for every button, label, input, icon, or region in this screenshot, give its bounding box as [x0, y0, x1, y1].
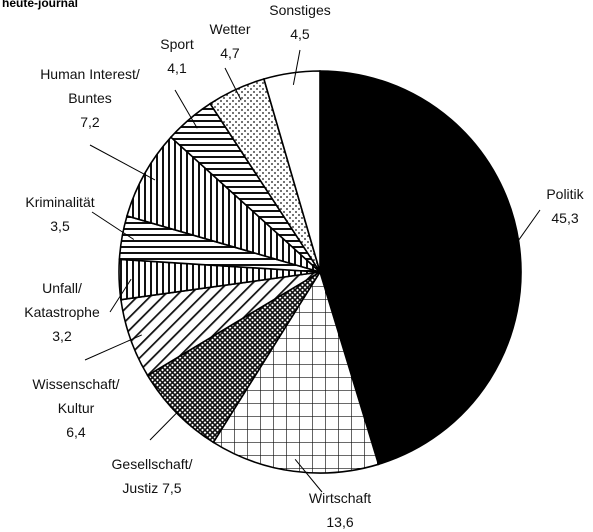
category-label: Wissenschaft/ Kultur [32, 376, 120, 416]
leader-line [149, 404, 186, 441]
slice-label: Human Interest/ Buntes 7,2 [40, 62, 140, 134]
pie-slice [212, 270, 380, 474]
value-label: 4,7 [220, 45, 240, 61]
slice-label: Politik 45,3 [546, 182, 583, 230]
pie-slice [262, 70, 321, 273]
leader-line [224, 67, 242, 101]
slice-label: Sonstiges 4,5 [269, 0, 330, 46]
category-label: Kriminalität [25, 194, 95, 210]
slice-label: Wetter 4,7 [210, 17, 251, 65]
leader-line [174, 89, 198, 129]
leader-line [294, 459, 323, 493]
value-label: 3,5 [50, 218, 70, 234]
category-label: Human Interest/ Buntes [40, 66, 140, 106]
pie-slice [319, 70, 522, 466]
category-label: Unfall/ Katastrophe [24, 280, 100, 320]
slice-label: Kriminalität 3,5 [25, 190, 94, 238]
slice-label: Wirtschaft 13,6 [309, 486, 371, 532]
leader-line [89, 144, 156, 181]
value-label: 4,5 [290, 26, 310, 42]
slice-label: Wissenschaft/ Kultur 6,4 [32, 372, 119, 444]
slice-label: Gesellschaft/ Justiz 7,5 [112, 452, 193, 500]
category-label: Sport [160, 36, 194, 52]
category-label: Wetter [209, 21, 251, 37]
value-label: 6,4 [66, 424, 86, 440]
category-label: Sonstiges [269, 2, 331, 18]
category-label: Politik [546, 186, 584, 202]
value-label: 7,5 [162, 480, 182, 496]
chart-title: heute-journal [2, 0, 79, 10]
leader-line [292, 49, 301, 85]
leader-line [91, 211, 135, 240]
leader-line [516, 209, 541, 244]
category-label: Wirtschaft [308, 490, 372, 506]
value-label: 13,6 [326, 514, 354, 530]
value-label: 7,2 [80, 114, 100, 130]
category-label: Gesellschaft/ Justiz [111, 456, 193, 496]
slice-label: Sport 4,1 [160, 32, 193, 80]
value-label: 4,1 [167, 60, 187, 76]
slice-label: Unfall/ Katastrophe 3,2 [24, 276, 100, 348]
value-label: 45,3 [551, 210, 579, 226]
leader-line [84, 334, 142, 361]
leader-line [109, 278, 132, 313]
value-label: 3,2 [52, 328, 72, 344]
